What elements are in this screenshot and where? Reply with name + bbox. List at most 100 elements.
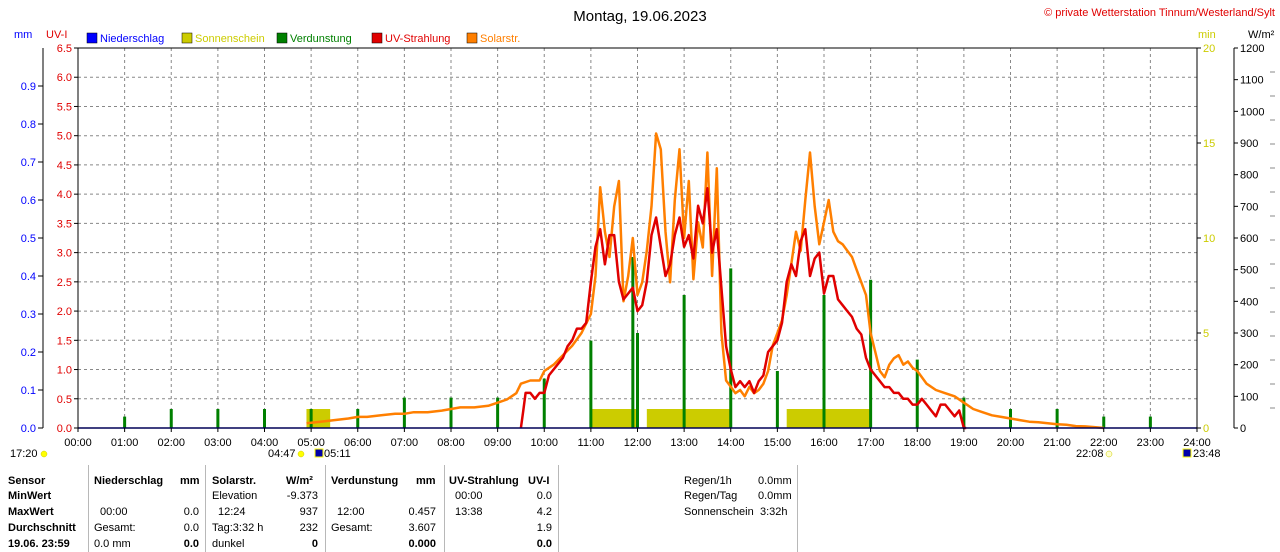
sunshine-bar xyxy=(702,409,708,428)
uv-tick-label: 0.0 xyxy=(57,423,72,435)
sunshine-bar xyxy=(618,409,624,428)
civil-dusk-label: 23:48 xyxy=(1193,448,1221,460)
evaporation-bar xyxy=(636,333,639,428)
sunshine-bar xyxy=(306,409,312,428)
wm2-tick-label: 0 xyxy=(1240,423,1246,435)
x-tick-label: 05:00 xyxy=(297,437,325,449)
unit-uvi: UV-I xyxy=(46,29,67,41)
precip-total-value: 0.0 xyxy=(183,522,199,534)
sunshine-bar xyxy=(791,409,797,428)
uv-max-value: 4.2 xyxy=(536,506,552,518)
uv-tick-label: 4.5 xyxy=(57,160,72,172)
sunshine-bar xyxy=(656,409,662,428)
solar-title: Solarstr. xyxy=(212,475,257,487)
uv-tick-label: 2.5 xyxy=(57,277,72,289)
wm2-tick-label: 1000 xyxy=(1240,106,1264,118)
wm2-tick-label: 100 xyxy=(1240,391,1258,403)
evaporation-bar xyxy=(1102,416,1106,428)
sunshine-bar xyxy=(842,409,848,428)
solar-dark-label: dunkel xyxy=(212,538,245,550)
rain-1h-label: Regen/1h xyxy=(684,475,732,487)
sunshine-bar xyxy=(707,409,713,428)
mm-tick-label: 0.4 xyxy=(21,271,36,283)
sunshine-bar xyxy=(693,409,699,428)
evaporation-bar xyxy=(822,295,826,428)
sunshine-bar xyxy=(632,409,638,428)
dawn-icon xyxy=(314,448,324,458)
uv-avg-value: 1.9 xyxy=(536,522,552,534)
sunrise-icon xyxy=(297,450,305,458)
evaporation-bar xyxy=(356,409,360,428)
x-tick-label: 07:00 xyxy=(391,437,419,449)
min-tick-label: 15 xyxy=(1203,138,1215,150)
x-tick-label: 23:00 xyxy=(1137,437,1165,449)
x-tick-label: 04:00 xyxy=(251,437,279,449)
uv-min-value: 0.0 xyxy=(536,490,552,502)
solar-unit: W/m² xyxy=(286,475,313,487)
stats-panel: Sensor MinWert MaxWert Durchschnitt 19.0… xyxy=(0,465,1280,552)
wm2-tick-label: 300 xyxy=(1240,328,1258,340)
sunshine-bar xyxy=(604,409,610,428)
legend-label-verdunstung: Verdunstung xyxy=(290,33,352,45)
unit-mm: mm xyxy=(14,29,32,41)
mm-tick-label: 0.8 xyxy=(21,119,36,131)
uv-tick-label: 3.0 xyxy=(57,248,72,260)
sunshine-bar xyxy=(660,409,666,428)
mm-tick-label: 0.0 xyxy=(21,423,36,435)
x-tick-label: 14:00 xyxy=(717,437,745,449)
precip-title: Niederschlag xyxy=(94,475,164,487)
legend-label-sonnenschein: Sonnenschein xyxy=(195,33,265,45)
uv-unit: UV-I xyxy=(528,475,550,487)
uv-min-time: 00:00 xyxy=(455,490,483,502)
x-tick-label: 06:00 xyxy=(344,437,372,449)
x-tick-label: 21:00 xyxy=(1043,437,1071,449)
x-tick-label: 02:00 xyxy=(157,437,185,449)
legend-label-uv: UV-Strahlung xyxy=(385,33,450,45)
legend-swatch-verdunstung xyxy=(276,32,288,44)
wm2-tick-label: 200 xyxy=(1240,360,1258,372)
uv-last-value: 0.0 xyxy=(536,538,552,550)
x-tick-label: 12:00 xyxy=(624,437,652,449)
sunshine-bar xyxy=(865,409,872,428)
sunshine-bar xyxy=(805,409,811,428)
evaporation-bar xyxy=(496,397,500,428)
solar-elev-label: Elevation xyxy=(212,490,258,502)
evap-max-value: 0.457 xyxy=(408,506,436,518)
sunshine-bar xyxy=(861,409,867,428)
x-tick-label: 01:00 xyxy=(111,437,139,449)
mm-tick-label: 0.5 xyxy=(21,233,36,245)
sunshine-bar xyxy=(800,409,806,428)
precip-max-time: 00:00 xyxy=(100,506,128,518)
solar-day-value: 232 xyxy=(299,522,318,534)
uv-tick-label: 3.5 xyxy=(57,218,72,230)
evaporation-bar xyxy=(682,295,686,428)
sunrise-label: 04:47 xyxy=(268,448,296,460)
evaporation-bar xyxy=(169,409,173,428)
chart-axes xyxy=(38,47,1275,432)
sunshine-bar xyxy=(828,409,834,428)
sunshine-bar xyxy=(856,409,862,428)
mm-tick-label: 0.3 xyxy=(21,309,36,321)
evaporation-bar xyxy=(309,409,313,428)
legend-swatch-solar xyxy=(466,32,478,44)
mm-tick-label: 0.9 xyxy=(21,81,36,93)
precip-last-value: 0.0 mm xyxy=(94,538,131,550)
min-tick-label: 0 xyxy=(1203,423,1209,435)
sunshine-bar xyxy=(833,409,839,428)
tick-labels: 00:00 01:00 02:00 03:00 04:00 05:00 06:00 07:00… xyxy=(21,43,1265,449)
sunshine-bar xyxy=(320,409,326,428)
sunshine-bar xyxy=(609,409,615,428)
uv-tick-label: 1.0 xyxy=(57,365,72,377)
evap-max-time: 12:00 xyxy=(337,506,365,518)
wm2-tick-label: 1100 xyxy=(1240,75,1264,87)
uv-max-time: 13:38 xyxy=(455,506,483,518)
weather-chart: 00:00 01:00 02:00 03:00 04:00 05:00 06:00 07:00… xyxy=(10,7,1275,460)
sunshine-bar xyxy=(595,409,601,428)
evaporation-bar xyxy=(1055,409,1059,428)
sunshine-bar xyxy=(315,409,321,428)
mm-tick-label: 0.1 xyxy=(21,385,36,397)
sunshine-bar xyxy=(600,409,606,428)
uv-tick-label: 6.0 xyxy=(57,72,72,84)
sunshine-bar xyxy=(651,409,657,428)
evaporation-bar xyxy=(631,257,635,428)
